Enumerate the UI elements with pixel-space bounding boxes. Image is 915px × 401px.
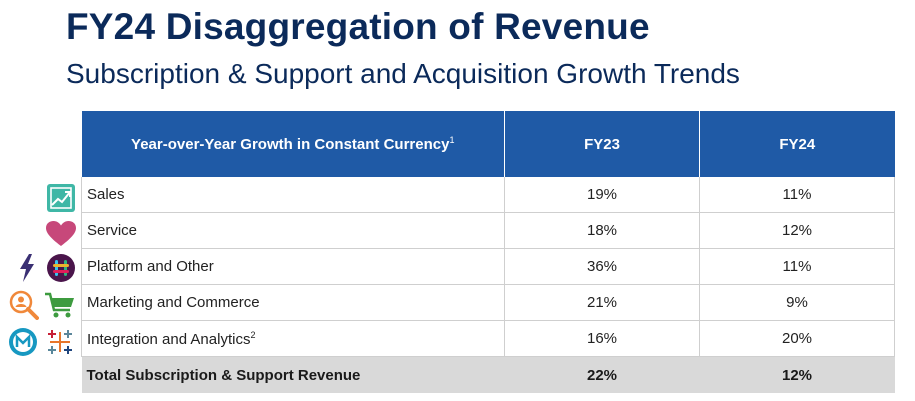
shopping-cart-icon [45, 292, 74, 318]
service-heart-icon [46, 221, 76, 246]
fy23-value: 16% [504, 320, 700, 357]
page-subtitle: Subscription & Support and Acquisition G… [66, 58, 740, 89]
total-row: Total Subscription & Support Revenue 22%… [81, 356, 895, 393]
fy23-value: 36% [504, 248, 700, 285]
row-label: Sales [81, 177, 505, 213]
metric-column-header: Year-over-Year Growth in Constant Curren… [81, 111, 505, 177]
total-fy24-value: 12% [699, 356, 895, 393]
fy24-value: 9% [699, 284, 895, 321]
row-label: Integration and Analytics2 [81, 320, 505, 357]
footnote-marker: 1 [449, 135, 455, 145]
row-label: Platform and Other [81, 248, 505, 285]
fy24-value: 11% [699, 177, 895, 213]
search-person-icon [9, 290, 39, 320]
fy24-value: 12% [699, 212, 895, 249]
total-label: Total Subscription & Support Revenue [81, 356, 505, 393]
mulesoft-icon [9, 328, 37, 356]
lightning-icon [20, 254, 34, 282]
revenue-growth-table: Year-over-Year Growth in Constant Curren… [81, 111, 895, 393]
table-row: Service 18% 12% [81, 212, 895, 249]
fy23-column-header: FY23 [504, 111, 700, 177]
table-row: Marketing and Commerce 21% 9% [81, 284, 895, 321]
fy23-value: 21% [504, 284, 700, 321]
row-label: Marketing and Commerce [81, 284, 505, 321]
footnote-marker: 2 [250, 329, 256, 340]
table-row: Platform and Other 36% 11% [81, 248, 895, 285]
tableau-icon [48, 330, 72, 354]
fy23-value: 18% [504, 212, 700, 249]
page-title: FY24 Disaggregation of Revenue [66, 6, 650, 47]
fy23-value: 19% [504, 177, 700, 213]
total-fy23-value: 22% [504, 356, 700, 393]
fy24-column-header: FY24 [699, 111, 895, 177]
slack-icon [47, 254, 75, 282]
table-row: Sales 19% 11% [81, 177, 895, 213]
fy24-value: 11% [699, 248, 895, 285]
table-row: Integration and Analytics2 16% 20% [81, 320, 895, 357]
table-header-row: Year-over-Year Growth in Constant Curren… [81, 111, 895, 177]
sales-chart-icon [47, 184, 75, 212]
fy24-value: 20% [699, 320, 895, 357]
row-label: Service [81, 212, 505, 249]
